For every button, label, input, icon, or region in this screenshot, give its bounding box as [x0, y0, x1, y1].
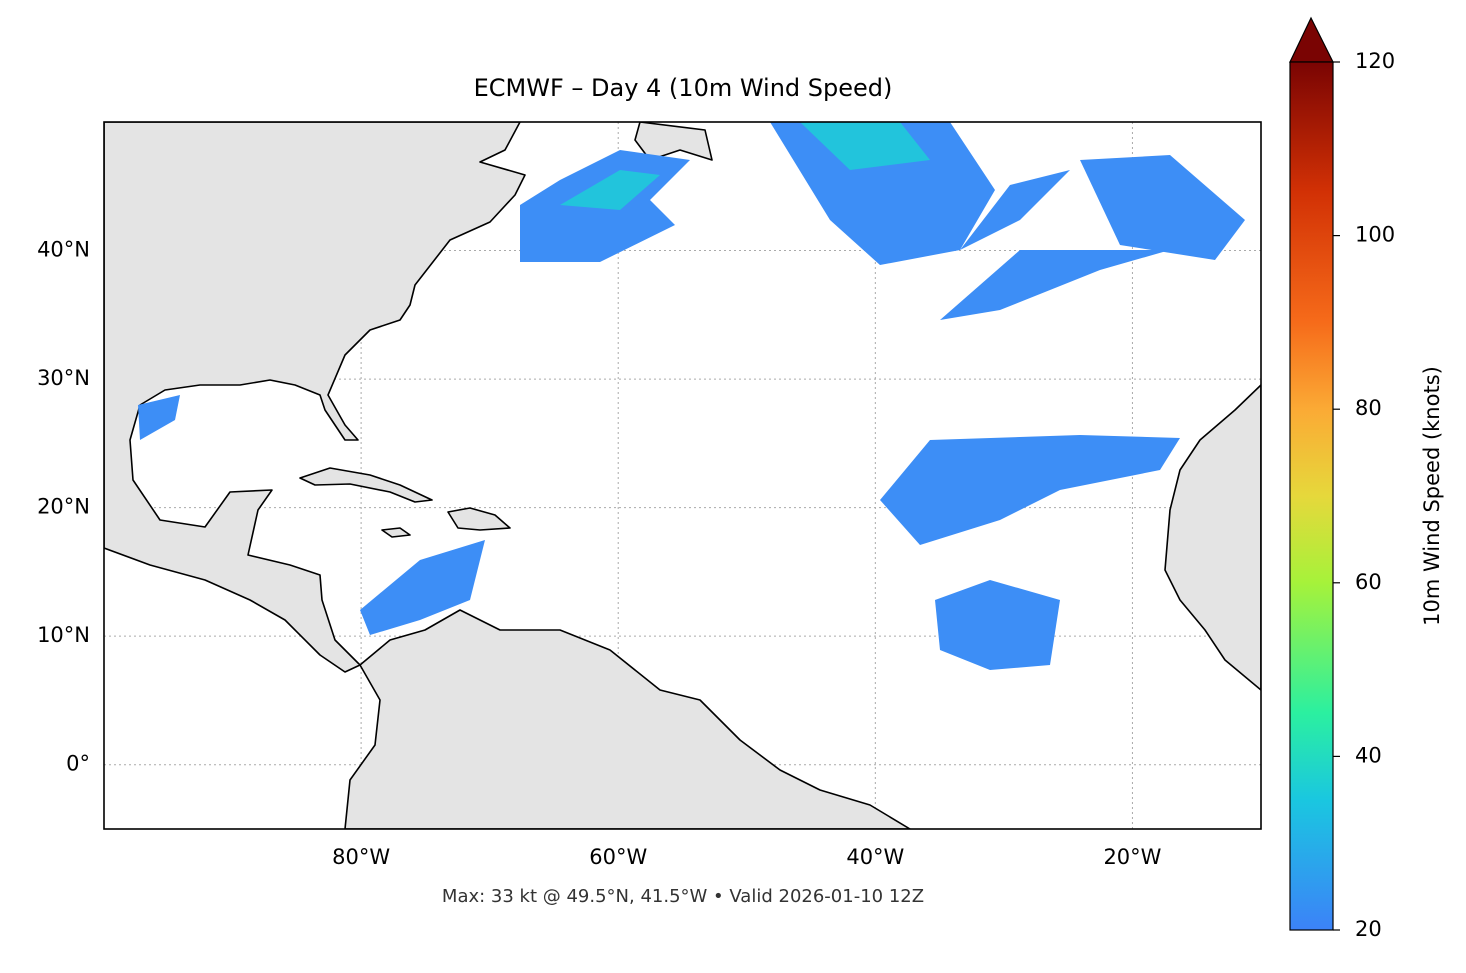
colorbar-tick-label: 60 — [1355, 570, 1382, 594]
wind-field — [800, 122, 930, 170]
wind-field — [770, 122, 995, 265]
colorbar — [1289, 61, 1334, 931]
colorbar-tick-label: 40 — [1355, 743, 1382, 767]
x-tick-label: 40°W — [846, 845, 904, 869]
wind-field — [960, 170, 1070, 250]
south-america — [344, 609, 911, 829]
wind-field — [138, 395, 180, 440]
chart-title: ECMWF – Day 4 (10m Wind Speed) — [474, 74, 893, 102]
y-tick-label: 20°N — [37, 495, 90, 519]
wind-field — [940, 250, 1170, 320]
jamaica — [381, 527, 411, 538]
hispaniola — [447, 507, 511, 531]
map-layer — [104, 122, 1261, 829]
colorbar-tick-label: 80 — [1355, 396, 1382, 420]
axes: 80°W 60°W 40°W 20°W 0° 10°N 20°N 30°N 40°N — [37, 238, 1162, 869]
colorbar-tick-label: 120 — [1355, 49, 1395, 73]
wind-field — [880, 435, 1180, 545]
africa — [1164, 384, 1261, 691]
wind-field — [560, 170, 660, 210]
newfoundland — [634, 122, 713, 161]
wind-field — [935, 580, 1060, 670]
wind-field — [1080, 155, 1245, 260]
x-tick-label: 20°W — [1103, 845, 1161, 869]
y-tick-label: 10°N — [37, 623, 90, 647]
colorbar-tick-label: 20 — [1355, 917, 1382, 941]
colorbar-extension — [1289, 16, 1334, 63]
cuba — [299, 467, 433, 503]
y-tick-label: 0° — [66, 752, 90, 776]
x-tick-label: 80°W — [332, 845, 390, 869]
colorbar-tick-label: 100 — [1355, 223, 1395, 247]
footnote: Max: 33 kt @ 49.5°N, 41.5°W • Valid 2026… — [442, 886, 924, 907]
y-tick-label: 40°N — [37, 238, 90, 262]
colorbar-label: 10m Wind Speed (knots) — [1420, 366, 1444, 626]
north-america — [104, 122, 526, 673]
wind-field — [360, 540, 485, 635]
x-tick-label: 60°W — [589, 845, 647, 869]
y-tick-label: 30°N — [37, 366, 90, 390]
plot-frame — [103, 121, 1262, 830]
